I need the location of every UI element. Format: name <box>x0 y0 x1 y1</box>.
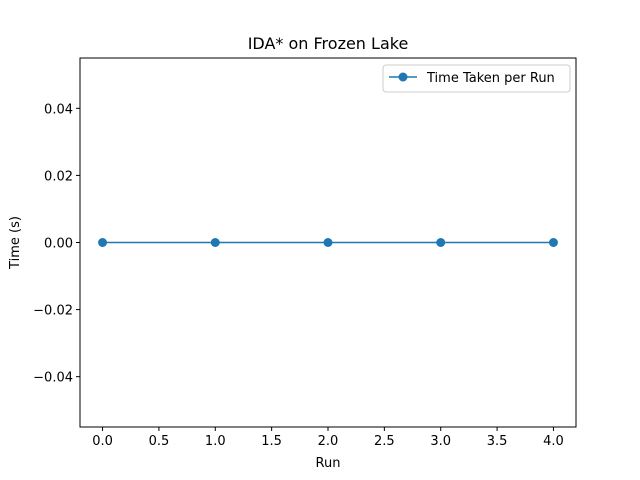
data-point <box>323 238 333 247</box>
y-axis-label: Time (s) <box>8 216 23 270</box>
x-tick-label: 4.0 <box>543 434 564 449</box>
y-axis: −0.04 −0.02 0.00 0.02 0.04 <box>33 102 80 386</box>
y-tick-label: −0.02 <box>33 304 73 319</box>
x-tick-label: 3.5 <box>487 434 508 449</box>
y-tick-label: 0.02 <box>44 169 73 184</box>
data-point <box>548 238 558 247</box>
y-tick-label: 0.04 <box>44 102 73 117</box>
y-tick-label: −0.04 <box>33 371 73 386</box>
x-tick-label: 0.5 <box>149 434 170 449</box>
legend-label: Time Taken per Run <box>426 71 555 86</box>
data-point <box>436 238 446 247</box>
legend-marker-swatch <box>398 72 408 82</box>
y-tick-label: 0.00 <box>44 237 73 252</box>
x-tick-label: 1.5 <box>261 434 282 449</box>
x-tick-label: 2.5 <box>374 434 395 449</box>
data-point <box>210 238 220 247</box>
chart-title: IDA* on Frozen Lake <box>248 34 409 53</box>
data-point <box>98 238 108 247</box>
x-tick-label: 3.0 <box>430 434 451 449</box>
legend: Time Taken per Run <box>382 64 571 93</box>
series-layer <box>98 238 558 247</box>
x-axis: 0.0 0.5 1.0 1.5 2.0 2.5 3.0 3.5 4.0 <box>92 427 564 449</box>
x-tick-label: 0.0 <box>92 434 113 449</box>
legend-box <box>382 64 571 93</box>
x-tick-label: 1.0 <box>205 434 226 449</box>
x-axis-label: Run <box>316 456 341 471</box>
x-tick-label: 2.0 <box>318 434 339 449</box>
